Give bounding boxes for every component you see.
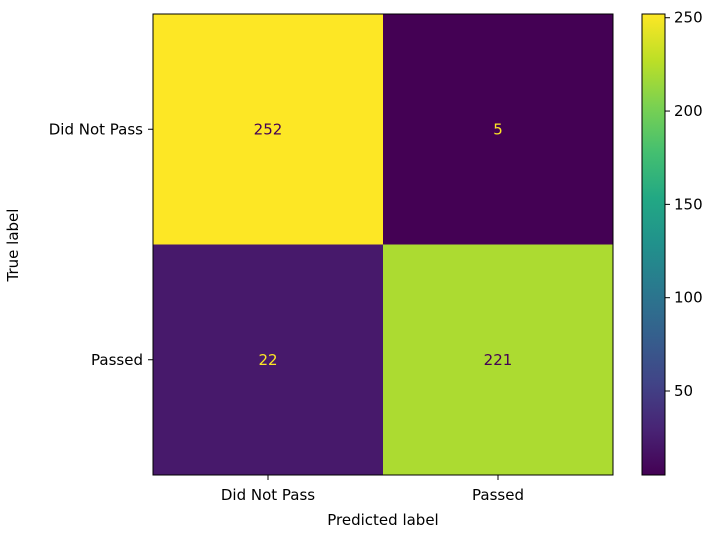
colorbar-ticks: 50 100 150 200 250 <box>665 9 703 400</box>
matrix-frame <box>152 13 614 476</box>
cell-value-label: 252 <box>254 120 283 138</box>
y-axis-label: True label <box>4 209 22 283</box>
y-axis-ticks: Did Not Pass Passed <box>49 120 153 369</box>
matrix-cell <box>153 14 383 245</box>
cell-value-label: 5 <box>493 120 503 138</box>
y-tick-label: Passed <box>91 351 143 369</box>
colorbar-tick-label: 250 <box>674 9 703 27</box>
colorbar-tick-label: 200 <box>674 102 703 120</box>
cell-value-label: 22 <box>258 351 277 369</box>
y-tick-label: Did Not Pass <box>49 120 143 138</box>
x-axis-ticks: Did Not Pass Passed <box>221 475 524 504</box>
matrix-cell <box>383 14 613 245</box>
cell-value-labels: 252 5 22 221 <box>254 120 513 369</box>
matrix-cell <box>153 244 383 475</box>
colorbar-tick-label: 100 <box>674 289 703 307</box>
colorbar-tick-label: 50 <box>674 382 693 400</box>
colorbar-tick-label: 150 <box>674 195 703 213</box>
cell-value-label: 221 <box>484 351 513 369</box>
matrix-cells <box>153 14 613 475</box>
matrix-cell <box>383 244 613 475</box>
x-tick-label: Did Not Pass <box>221 486 315 504</box>
x-tick-label: Passed <box>472 486 524 504</box>
colorbar-frame <box>641 13 666 476</box>
colorbar <box>642 14 665 475</box>
x-axis-label: Predicted label <box>327 511 438 529</box>
